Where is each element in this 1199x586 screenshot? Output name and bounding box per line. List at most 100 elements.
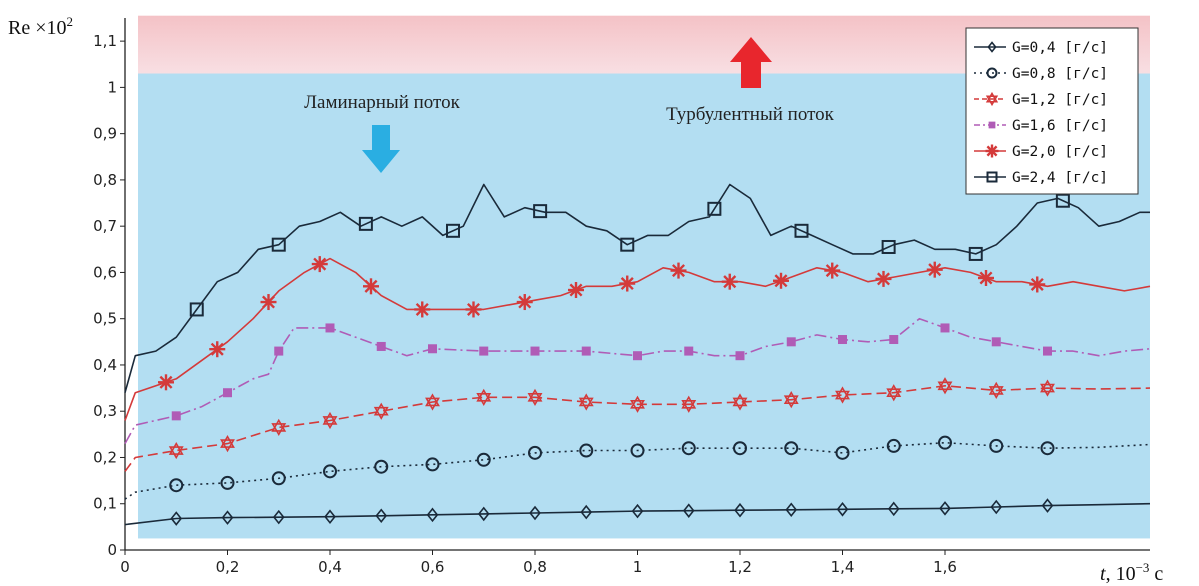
star-triangle xyxy=(578,393,594,407)
asterisk-marker xyxy=(516,294,533,311)
asterisk-stroke xyxy=(774,274,788,288)
open-square-marker xyxy=(533,204,548,219)
y-tick-label: 0,1 xyxy=(93,495,117,513)
y-tick-label: 1 xyxy=(107,78,117,96)
diamond-marker xyxy=(170,511,183,526)
filled-square-marker xyxy=(633,351,642,361)
legend-label: G=1,6 [г/с] xyxy=(1012,118,1108,134)
diamond-marker xyxy=(221,510,234,525)
asterisk-stroke xyxy=(569,283,583,297)
star-marker xyxy=(681,395,697,413)
axes-layer: 0 0,1 0,2 0,3 0,4 0,5 0,6 0,7 0,8 0,9 1 1,1 0 0,2 0,4 0… xyxy=(93,18,1150,576)
filled-square-marker xyxy=(223,388,232,398)
legend-item: G=2,4 [г/с] xyxy=(974,170,1108,186)
star-triangle xyxy=(1040,383,1055,397)
star-triangle xyxy=(835,390,850,404)
diamond-marker xyxy=(580,504,593,520)
asterisk-stroke xyxy=(671,264,686,278)
series-6 xyxy=(124,183,1150,393)
legend-item: G=0,4 [г/с] xyxy=(974,40,1108,56)
asterisk-stroke xyxy=(723,275,737,289)
y-tick-label: 0 xyxy=(107,541,117,559)
filled-square-marker xyxy=(991,337,1001,347)
asterisk-marker xyxy=(985,144,999,158)
x-tick-label: 0,4 xyxy=(318,558,342,576)
star-triangle xyxy=(783,391,799,404)
star-triangle xyxy=(988,381,1004,395)
asterisk-stroke xyxy=(928,263,942,277)
asterisk-marker xyxy=(311,256,328,273)
legend-item: G=1,2 [г/с] xyxy=(974,91,1108,108)
star-triangle xyxy=(271,418,287,432)
asterisk-stroke xyxy=(159,375,173,389)
star-triangle xyxy=(886,388,902,402)
filled-square-marker xyxy=(1043,346,1052,356)
star-marker xyxy=(271,418,287,437)
circle-marker xyxy=(528,445,542,460)
circle-marker xyxy=(681,441,696,456)
asterisk-marker xyxy=(209,341,226,358)
asterisk-stroke xyxy=(210,342,224,356)
legend-item: G=0,8 [г/с] xyxy=(974,66,1108,82)
x-tick-label: 0,8 xyxy=(523,558,547,576)
asterisk-stroke xyxy=(986,145,998,157)
annotations-layer: Ламинарный поток Турбулентный поток xyxy=(304,37,835,173)
diamond-marker xyxy=(1041,498,1054,513)
y-tick-label: 0,8 xyxy=(93,171,117,189)
filled-square-marker xyxy=(171,411,181,421)
star-triangle xyxy=(886,384,902,398)
asterisk-stroke xyxy=(876,272,891,286)
open-square-marker xyxy=(968,246,983,261)
diamond-marker xyxy=(375,508,388,524)
asterisk-marker xyxy=(978,269,994,286)
circle-marker xyxy=(476,452,491,467)
turbulent-label: Турбулентный поток xyxy=(666,104,834,125)
star-marker xyxy=(578,393,594,411)
star-triangle xyxy=(271,423,287,437)
series-line xyxy=(124,317,1151,444)
circle-marker xyxy=(733,441,747,456)
y-tick-label: 0,6 xyxy=(93,263,117,281)
open-square-marker xyxy=(189,302,204,317)
filled-square-marker xyxy=(940,323,950,333)
series-1 xyxy=(124,498,1151,526)
filled-square-marker xyxy=(428,344,437,354)
circle-marker xyxy=(425,457,440,472)
star-marker xyxy=(1040,379,1055,397)
legend-label: G=1,2 [г/с] xyxy=(1012,92,1108,108)
star-marker xyxy=(425,393,440,411)
diamond-marker xyxy=(987,41,997,53)
star-triangle xyxy=(220,435,235,448)
filled-square-marker xyxy=(325,323,335,333)
asterisk-stroke xyxy=(518,295,532,309)
filled-square-marker xyxy=(274,346,284,356)
star-triangle xyxy=(985,95,999,107)
asterisk-marker xyxy=(363,278,379,295)
circle-marker xyxy=(374,459,389,474)
y-tick-label: 1,1 xyxy=(93,32,117,50)
circle-marker xyxy=(1040,441,1055,456)
filled-square-marker xyxy=(581,346,591,356)
star-triangle xyxy=(630,395,645,409)
legend: G=0,4 [г/с] G=0,8 [г/с] G=1,2 [г/с] G=1,6 [… xyxy=(965,27,1139,195)
filled-square-marker xyxy=(376,341,386,351)
star-triangle xyxy=(527,393,543,406)
y-tick-label: 0,2 xyxy=(93,448,117,466)
y-tick-label: 0,7 xyxy=(93,217,117,235)
filled-square-marker xyxy=(988,121,996,129)
star-marker xyxy=(527,388,543,406)
diamond-marker xyxy=(887,501,900,517)
star-triangle xyxy=(988,386,1004,399)
star-triangle xyxy=(373,406,389,420)
star-marker xyxy=(220,435,235,453)
legend-label: G=0,8 [г/с] xyxy=(1012,66,1108,82)
star-triangle xyxy=(476,388,492,402)
star-marker xyxy=(322,411,338,430)
asterisk-stroke xyxy=(415,302,429,316)
diamond-marker xyxy=(734,502,746,518)
series-4 xyxy=(124,317,1151,444)
asterisk-marker xyxy=(465,301,482,318)
y-tick-label: 0,5 xyxy=(93,310,117,328)
circle-marker xyxy=(989,438,1004,453)
star-triangle xyxy=(168,441,184,455)
